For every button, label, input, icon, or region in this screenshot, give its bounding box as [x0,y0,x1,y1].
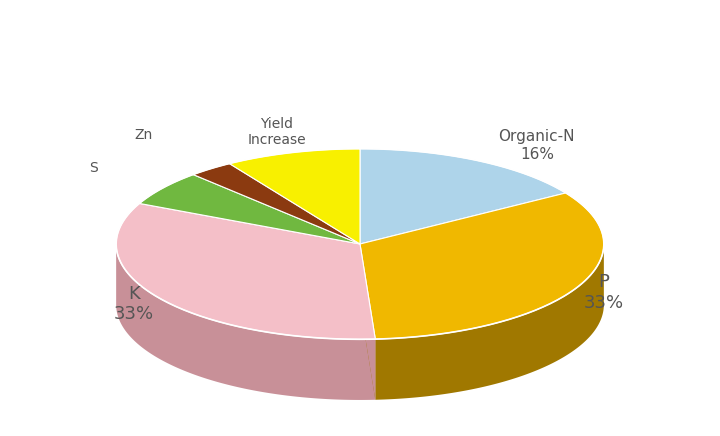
Polygon shape [116,204,375,339]
Polygon shape [360,193,604,339]
Text: S: S [89,161,98,175]
Polygon shape [360,149,566,244]
Polygon shape [140,174,360,244]
Polygon shape [230,149,360,244]
Polygon shape [116,245,375,400]
Text: K
33%: K 33% [114,285,154,324]
Polygon shape [360,305,375,400]
Text: Zn: Zn [134,128,153,142]
Text: P
33%: P 33% [583,273,624,312]
Text: Yield
Increase: Yield Increase [248,117,306,147]
Polygon shape [375,245,604,400]
Polygon shape [360,305,375,400]
Text: Organic-N
16%: Organic-N 16% [499,129,575,162]
Polygon shape [193,164,360,244]
